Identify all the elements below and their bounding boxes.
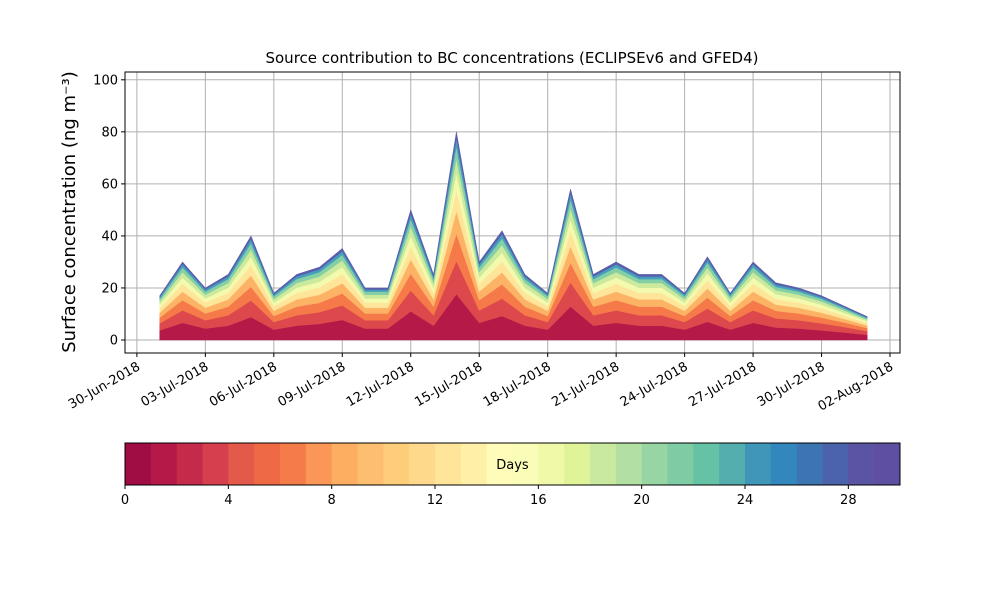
- colorbar-swatch: [848, 443, 875, 485]
- y-tick-label: 40: [101, 229, 118, 244]
- colorbar-swatch: [874, 443, 901, 485]
- y-tick-label: 80: [101, 125, 118, 140]
- x-tick-label: 06-Jul-2018: [207, 359, 280, 410]
- colorbar-tick-label: 16: [530, 493, 547, 508]
- colorbar-swatch: [125, 443, 152, 485]
- colorbar-swatch: [383, 443, 410, 485]
- x-tick-label: 18-Jul-2018: [481, 359, 554, 410]
- colorbar-swatch: [796, 443, 823, 485]
- colorbar-swatch: [331, 443, 358, 485]
- colorbar-swatch: [822, 443, 849, 485]
- colorbar-swatch: [280, 443, 307, 485]
- colorbar-swatch: [486, 443, 513, 485]
- colorbar-swatch: [745, 443, 772, 485]
- x-tick-label: 27-Jul-2018: [686, 359, 759, 410]
- x-tick-label: 30-Jun-2018: [66, 359, 143, 412]
- x-tick-label: 02-Aug-2018: [816, 359, 896, 414]
- colorbar-tick-label: 4: [224, 493, 232, 508]
- chart-title: Source contribution to BC concentrations…: [265, 49, 758, 67]
- colorbar-tick-label: 0: [121, 493, 129, 508]
- plot-frame: [124, 71, 901, 354]
- colorbar-tick-label: 24: [737, 493, 754, 508]
- x-tick-label: 12-Jul-2018: [344, 359, 417, 410]
- area-layer: [159, 131, 868, 318]
- x-tick-label: 24-Jul-2018: [618, 359, 691, 410]
- colorbar-swatch: [202, 443, 229, 485]
- colorbar-label: Days: [496, 458, 529, 473]
- colorbar-swatch: [538, 443, 565, 485]
- colorbar-swatch: [228, 443, 255, 485]
- y-tick-label: 100: [93, 73, 118, 88]
- colorbar-swatch: [590, 443, 617, 485]
- colorbar-swatch: [512, 443, 539, 485]
- colorbar-swatch: [719, 443, 746, 485]
- colorbar-tick-label: 12: [427, 493, 444, 508]
- areas: [159, 131, 868, 341]
- colorbar-swatch: [176, 443, 203, 485]
- colorbar-swatch: [667, 443, 694, 485]
- colorbar-swatch: [305, 443, 333, 485]
- colorbar-swatch: [770, 443, 798, 485]
- colorbar-tick-label: 28: [840, 493, 857, 508]
- y-tick-label: 0: [110, 333, 118, 348]
- colorbar-swatch: [254, 443, 281, 485]
- x-tick-label: 15-Jul-2018: [412, 359, 485, 410]
- x-tick-label: 09-Jul-2018: [275, 359, 348, 410]
- colorbar-swatch: [615, 443, 643, 485]
- colorbar-swatch: [409, 443, 436, 485]
- colorbar-swatch: [435, 443, 462, 485]
- colorbar-tick-label: 8: [328, 493, 336, 508]
- colorbar-tick-label: 20: [633, 493, 650, 508]
- colorbar-swatch: [357, 443, 384, 485]
- x-tick-label: 21-Jul-2018: [549, 359, 622, 410]
- colorbar-swatch: [564, 443, 591, 485]
- y-axis-label: Surface concentration (ng m⁻³): [59, 71, 80, 353]
- colorbar-swatch: [693, 443, 720, 485]
- colorbar-swatch: [150, 443, 178, 485]
- y-tick-label: 20: [101, 281, 118, 296]
- y-tick-label: 60: [101, 177, 118, 192]
- colorbar-swatch: [460, 443, 488, 485]
- colorbar-swatch: [641, 443, 668, 485]
- x-tick-label: 03-Jul-2018: [139, 359, 212, 410]
- colorbar-frame: [124, 442, 901, 486]
